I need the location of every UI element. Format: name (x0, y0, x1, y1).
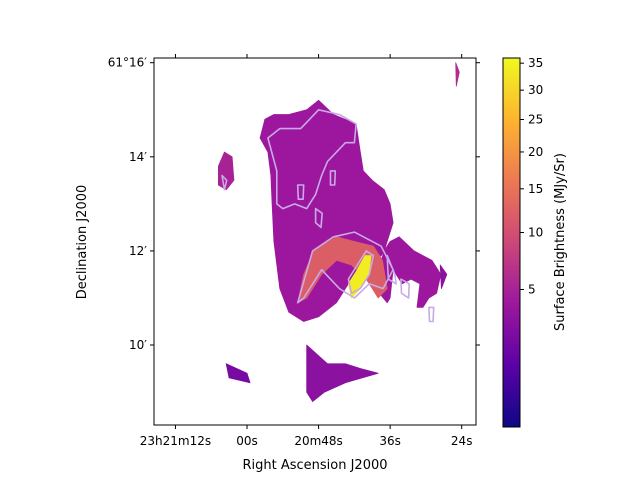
colorbar: 5 10 15 20 25 30 35 Surface Brightness (MJy/Sr… (502, 56, 568, 428)
y-tick-label: 14′ (129, 150, 147, 164)
y-axis-label: Declination J2000 (75, 185, 90, 300)
plot-area (153, 57, 477, 426)
colorbar-tick-label: 25 (528, 113, 543, 127)
x-tick-label: 20m48s (294, 434, 342, 448)
emission-east-knot (439, 264, 448, 289)
colorbar-tick-label: 10 (528, 226, 543, 240)
colorbar-tick-label: 20 (528, 145, 543, 159)
y-tick-label: 12′ (129, 244, 147, 258)
x-axis: 23h21m12s 00s 20m48s 36s 24s (140, 54, 473, 448)
x-axis-label: Right Ascension J2000 (242, 458, 387, 473)
emission-north-east-knot (455, 62, 460, 87)
emission-southern-patch (306, 344, 379, 402)
contour-small-ring-e (428, 306, 435, 323)
contour-inner-core (347, 250, 375, 295)
colorbar-tick-label: 15 (528, 182, 543, 196)
colorbar-bar (502, 57, 521, 428)
contour-small-ring-f (221, 174, 228, 191)
contour-east-ring (386, 254, 397, 285)
y-axis: 61°16′ 14′ 12′ 10′ (108, 56, 480, 352)
contour-outer-south (296, 231, 394, 304)
emission-southwest-wisp (225, 363, 251, 384)
colorbar-tick-label: 35 (528, 56, 543, 70)
plot-border (153, 57, 477, 426)
emission-layer (218, 62, 460, 402)
x-tick-label: 36s (379, 434, 401, 448)
x-tick-label: 00s (236, 434, 258, 448)
x-tick-label: 23h21m12s (140, 434, 211, 448)
contour-outer-north (267, 109, 357, 210)
y-tick-label: 61°16′ (108, 56, 148, 70)
colorbar-tick-label: 30 (528, 83, 543, 97)
x-tick-label: 24s (451, 434, 473, 448)
y-tick-label: 10′ (129, 338, 147, 352)
colorbar-ticks: 5 10 15 20 25 30 35 (520, 56, 543, 296)
colorbar-tick-label: 5 (528, 282, 536, 296)
colorbar-label: Surface Brightness (MJy/Sr) (553, 153, 568, 331)
contour-small-ring-c (314, 207, 323, 229)
contour-small-ring-d (400, 278, 410, 299)
contour-small-ring-b (296, 184, 305, 200)
contour-layer (221, 109, 435, 323)
contour-small-ring-a (329, 170, 337, 186)
